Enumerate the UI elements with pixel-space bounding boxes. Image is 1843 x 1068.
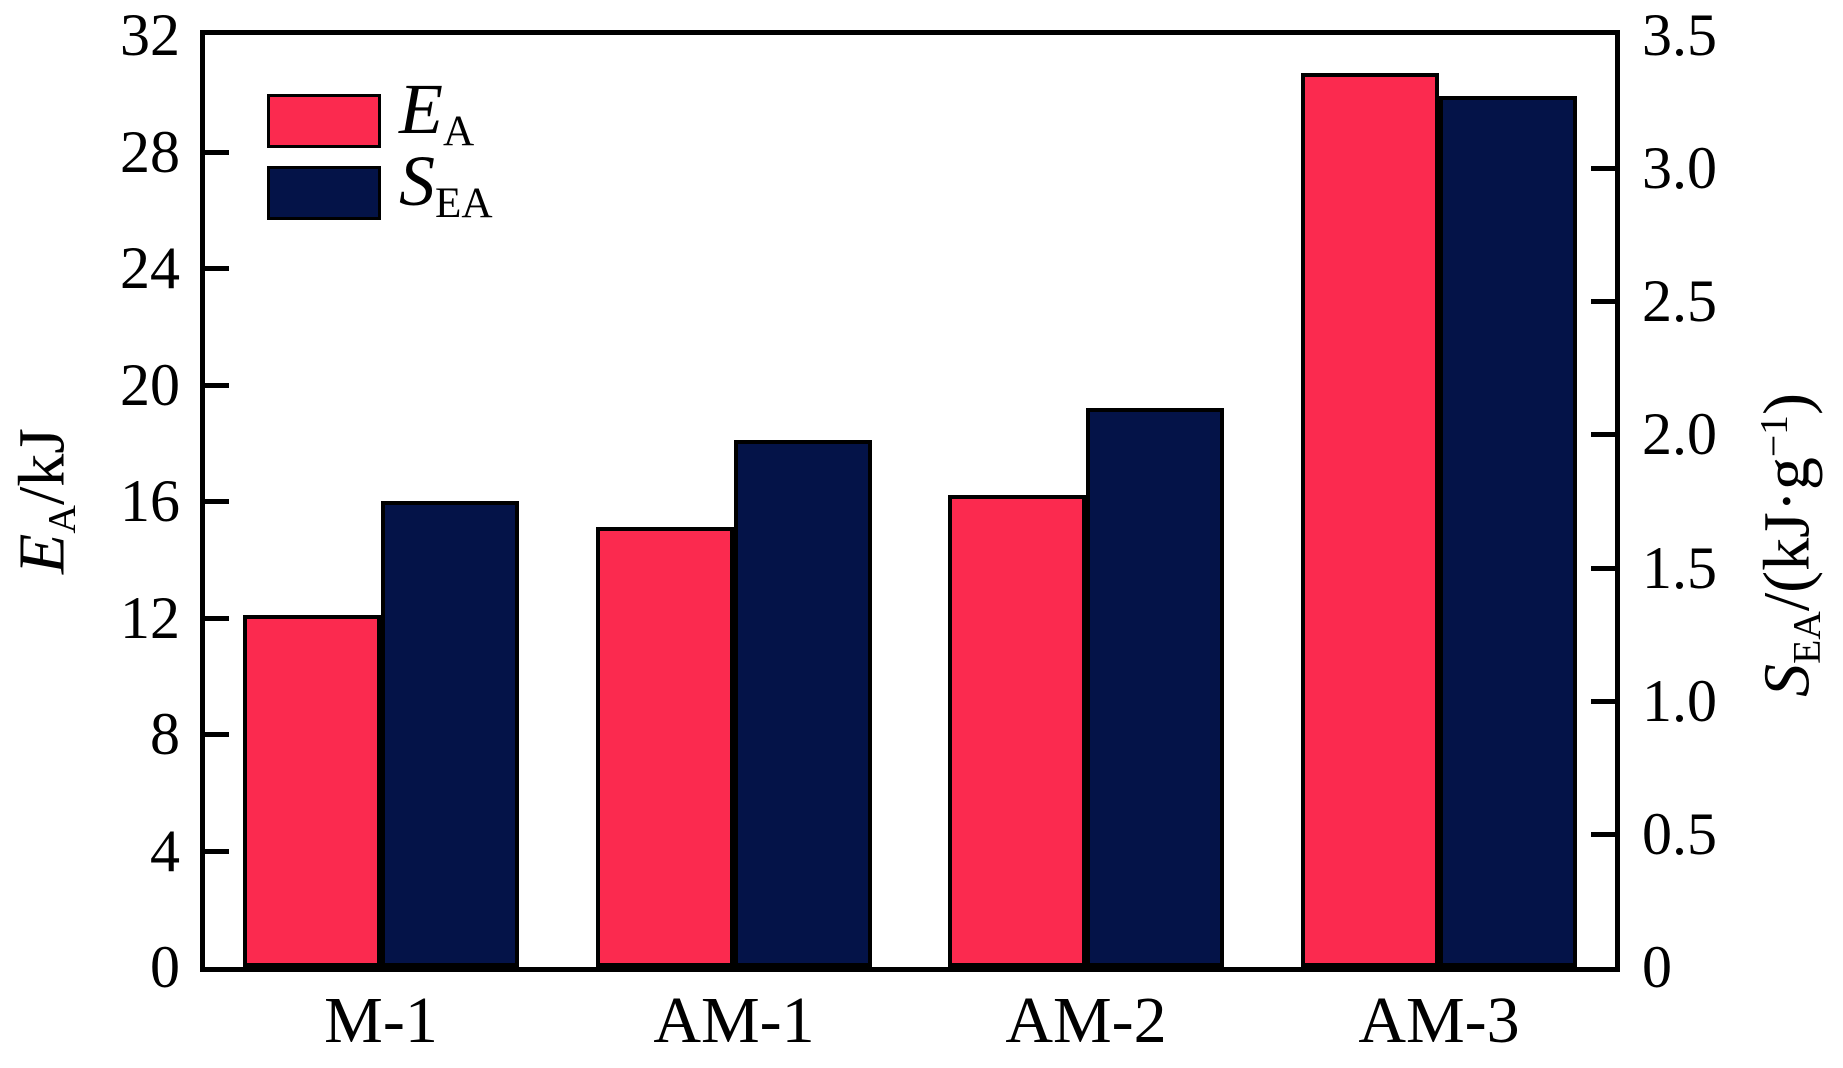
right-axis-tick-label: 0 <box>1642 934 1672 1000</box>
legend: EA SEA <box>267 73 493 235</box>
right-axis-tick-label: 3.0 <box>1642 135 1717 201</box>
left-axis-tick <box>205 499 229 504</box>
bar-sea-am-2 <box>1086 408 1224 967</box>
right-axis-title-subscript: EA <box>1784 611 1829 664</box>
left-axis-tick-label: 28 <box>120 119 180 185</box>
right-axis-tick-label: 0.5 <box>1642 801 1717 867</box>
bar-ea-am-1 <box>596 527 734 967</box>
left-axis-tick <box>205 732 229 737</box>
right-axis-title-units: /(kJ·g <box>1750 457 1824 612</box>
left-axis-tick <box>205 266 229 271</box>
left-axis-tick-label: 20 <box>120 352 180 418</box>
right-axis-tick-label: 3.5 <box>1642 2 1717 68</box>
left-axis-tick-label: 16 <box>120 468 180 534</box>
left-axis-title: EA/kJ <box>5 428 96 574</box>
left-axis-tick-labels: 0 4 8 12 16 20 24 28 32 <box>0 2 180 1000</box>
left-axis-title-subscript: A <box>39 505 84 534</box>
right-axis-tick-label: 2.5 <box>1642 268 1717 334</box>
legend-symbol-sea: S <box>399 141 435 222</box>
plot-area: EA SEA <box>200 30 1620 972</box>
left-axis-tick <box>205 150 229 155</box>
left-axis-tick <box>205 383 229 388</box>
left-axis-tick <box>205 616 229 621</box>
left-axis-tick-label: 32 <box>120 2 180 68</box>
left-axis-tick-label: 12 <box>120 585 180 651</box>
right-axis-tick <box>1591 699 1615 704</box>
left-axis-title-symbol: E <box>5 533 79 574</box>
right-axis-tick <box>1591 166 1615 171</box>
category-label-am-3: AM-3 <box>1358 984 1520 1057</box>
right-axis-title-close: ) <box>1750 393 1824 416</box>
right-axis-tick-label: 1.0 <box>1642 668 1717 734</box>
left-axis-tick-label: 4 <box>150 818 180 884</box>
legend-entry-ea: EA <box>267 73 493 156</box>
bar-ea-am-2 <box>948 495 1086 967</box>
right-axis-title-exponent: −1 <box>1751 415 1796 458</box>
category-label-am-1: AM-1 <box>653 984 815 1057</box>
right-axis-tick <box>1591 566 1615 571</box>
right-axis-tick-label: 1.5 <box>1642 535 1717 601</box>
right-axis-tick <box>1591 299 1615 304</box>
right-axis-tick-label: 2.0 <box>1642 401 1717 467</box>
category-label-am-2: AM-2 <box>1005 984 1167 1057</box>
left-axis-title-units: /kJ <box>5 428 79 506</box>
bar-sea-am-1 <box>734 440 872 967</box>
category-label-m-1: M-1 <box>324 984 438 1057</box>
bar-ea-m-1 <box>243 615 381 967</box>
legend-swatch-sea <box>267 166 381 220</box>
legend-swatch-ea <box>267 94 381 148</box>
left-axis-tick-label: 0 <box>150 934 180 1000</box>
right-axis-title-symbol: S <box>1750 663 1824 697</box>
legend-symbol-ea: E <box>399 69 443 150</box>
legend-label-sea: SEA <box>399 145 493 234</box>
right-axis-title: SEA/(kJ·g−1) <box>1739 393 1842 697</box>
legend-entry-sea: SEA <box>267 145 493 228</box>
left-axis-tick-label: 8 <box>150 701 180 767</box>
legend-subscript-ea: A <box>442 108 475 156</box>
right-axis-tick-labels: 0 0.5 1.0 1.5 2.0 2.5 3.0 3.5 <box>1620 2 1840 1000</box>
bar-sea-am-3 <box>1439 96 1577 967</box>
right-axis-tick <box>1591 832 1615 837</box>
x-axis-category-labels: M-1 AM-1 AM-2 AM-3 <box>205 977 1615 1065</box>
right-axis-tick <box>1591 432 1615 437</box>
legend-subscript-sea: EA <box>435 180 493 228</box>
left-axis-tick-label: 24 <box>120 235 180 301</box>
left-axis-tick <box>205 849 229 854</box>
bar-ea-am-3 <box>1301 73 1439 967</box>
bar-sea-m-1 <box>381 501 519 967</box>
legend-label-ea: EA <box>399 73 475 162</box>
